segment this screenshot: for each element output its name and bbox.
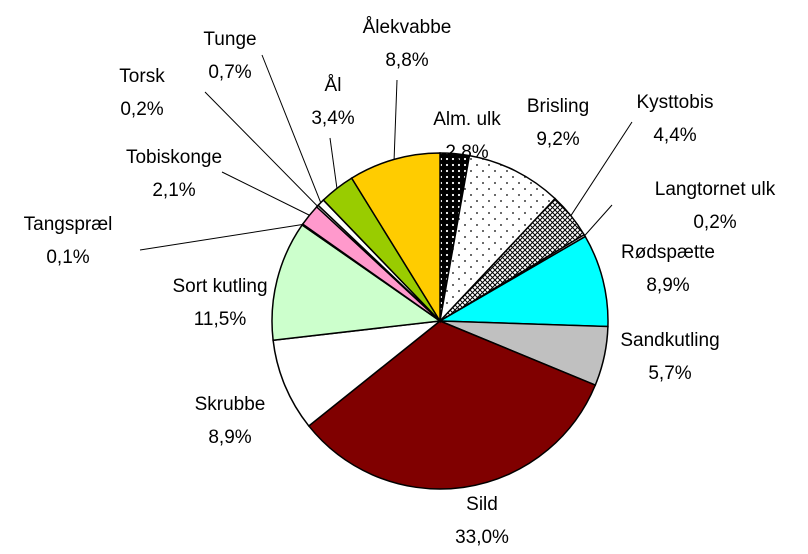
category-label: Langtornet ulk	[655, 179, 776, 200]
pie-slice	[307, 320, 597, 490]
category-label: Torsk	[119, 66, 165, 87]
value-label: 0,7%	[208, 62, 251, 83]
value-label: 0,2%	[120, 99, 163, 120]
value-label: 11,5%	[194, 309, 247, 330]
category-label: Kysttobis	[636, 92, 713, 113]
pie-slice	[437, 235, 609, 328]
leader-line	[570, 121, 633, 216]
category-label: Ål	[325, 75, 342, 96]
category-label: Ålekvabbe	[363, 17, 452, 38]
value-label: 8,8%	[385, 50, 428, 71]
category-label: Tunge	[203, 29, 256, 50]
leader-line	[221, 171, 310, 216]
leader-line	[329, 137, 338, 189]
category-label: Tobiskonge	[126, 147, 222, 168]
value-label: 8,9%	[646, 275, 689, 296]
value-label: 3,4%	[311, 108, 354, 129]
category-label: Alm. ulk	[433, 109, 501, 130]
value-label: 0,1%	[46, 247, 89, 268]
value-label: 4,4%	[653, 125, 696, 146]
value-label: 5,7%	[648, 363, 691, 384]
leader-line	[261, 54, 322, 203]
value-label: 2,1%	[152, 180, 195, 201]
value-label: 33,0%	[455, 527, 509, 548]
pie-slice	[271, 223, 443, 342]
pie-slice	[272, 319, 443, 427]
value-label: 0,2%	[693, 212, 736, 233]
value-label: 9,2%	[536, 129, 579, 150]
leader-line	[139, 224, 303, 251]
leader-line	[584, 204, 613, 236]
category-label: Skrubbe	[195, 394, 266, 415]
category-label: Brisling	[527, 96, 589, 117]
leader-line	[393, 79, 398, 160]
category-label: Rødspætte	[621, 242, 715, 263]
pie-slice	[438, 154, 557, 324]
leader-line	[204, 91, 318, 207]
category-label: Sild	[466, 494, 498, 515]
category-label: Tangspræl	[24, 214, 113, 235]
category-label: Sandkutling	[620, 330, 719, 351]
category-label: Sort kutling	[172, 276, 267, 297]
value-label: 8,9%	[208, 427, 251, 448]
pie-slice	[350, 152, 441, 324]
